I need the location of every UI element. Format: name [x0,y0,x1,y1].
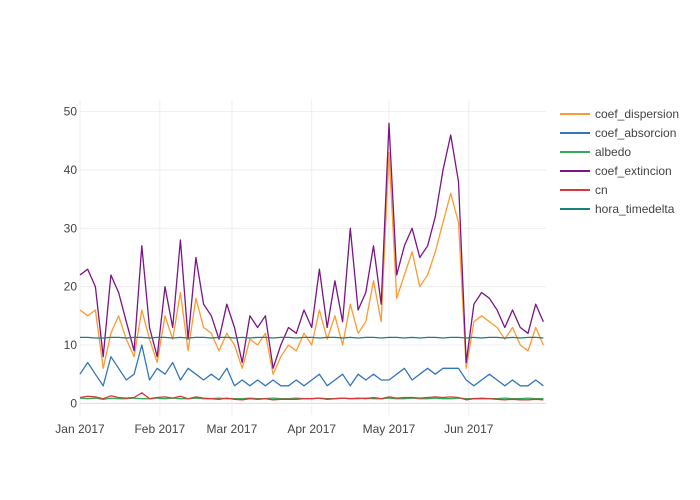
series-line-cn [79,392,544,401]
legend-label: hora_timedelta [595,202,675,216]
y-tick-label: 10 [64,338,78,352]
series-line-coef_extincion [79,122,544,369]
legend-item-coef_extincion[interactable]: coef_extincion [560,164,672,178]
x-tick-label: Apr 2017 [287,422,336,436]
y-tick-label: 0 [70,396,77,410]
legend-item-coef_dispersion[interactable]: coef_dispersion [560,107,679,121]
x-tick-label: Mar 2017 [207,422,258,436]
y-tick-label: 50 [64,105,78,119]
x-tick-label: Jun 2017 [444,422,494,436]
axes: 0 10 20 30 40 50 Jan 2017 Feb 2017 Mar 2017 Apr 2… [55,105,493,436]
series-lines [79,122,544,401]
legend-label: albedo [595,145,631,159]
legend-item-coef_absorcion[interactable]: coef_absorcion [560,126,676,140]
y-tick-label: 40 [64,163,78,177]
gridlines [79,100,546,415]
y-tick-label: 20 [64,280,78,294]
legend-label: coef_absorcion [595,126,676,140]
y-tick-label: 30 [64,221,78,235]
legend-item-hora_timedelta[interactable]: hora_timedelta [560,202,675,216]
x-tick-label: Jan 2017 [55,422,105,436]
legend-label: coef_dispersion [595,107,679,121]
legend-item-cn[interactable]: cn [560,183,608,197]
legend-label: coef_extincion [595,164,672,178]
series-line-coef_absorcion [79,344,544,387]
x-tick-label: Feb 2017 [134,422,185,436]
legend-label: cn [595,183,608,197]
series-line-coef_dispersion [79,151,544,375]
x-tick-label: May 2017 [363,422,416,436]
series-line-hora_timedelta [80,336,544,339]
legend-item-albedo[interactable]: albedo [560,145,631,159]
